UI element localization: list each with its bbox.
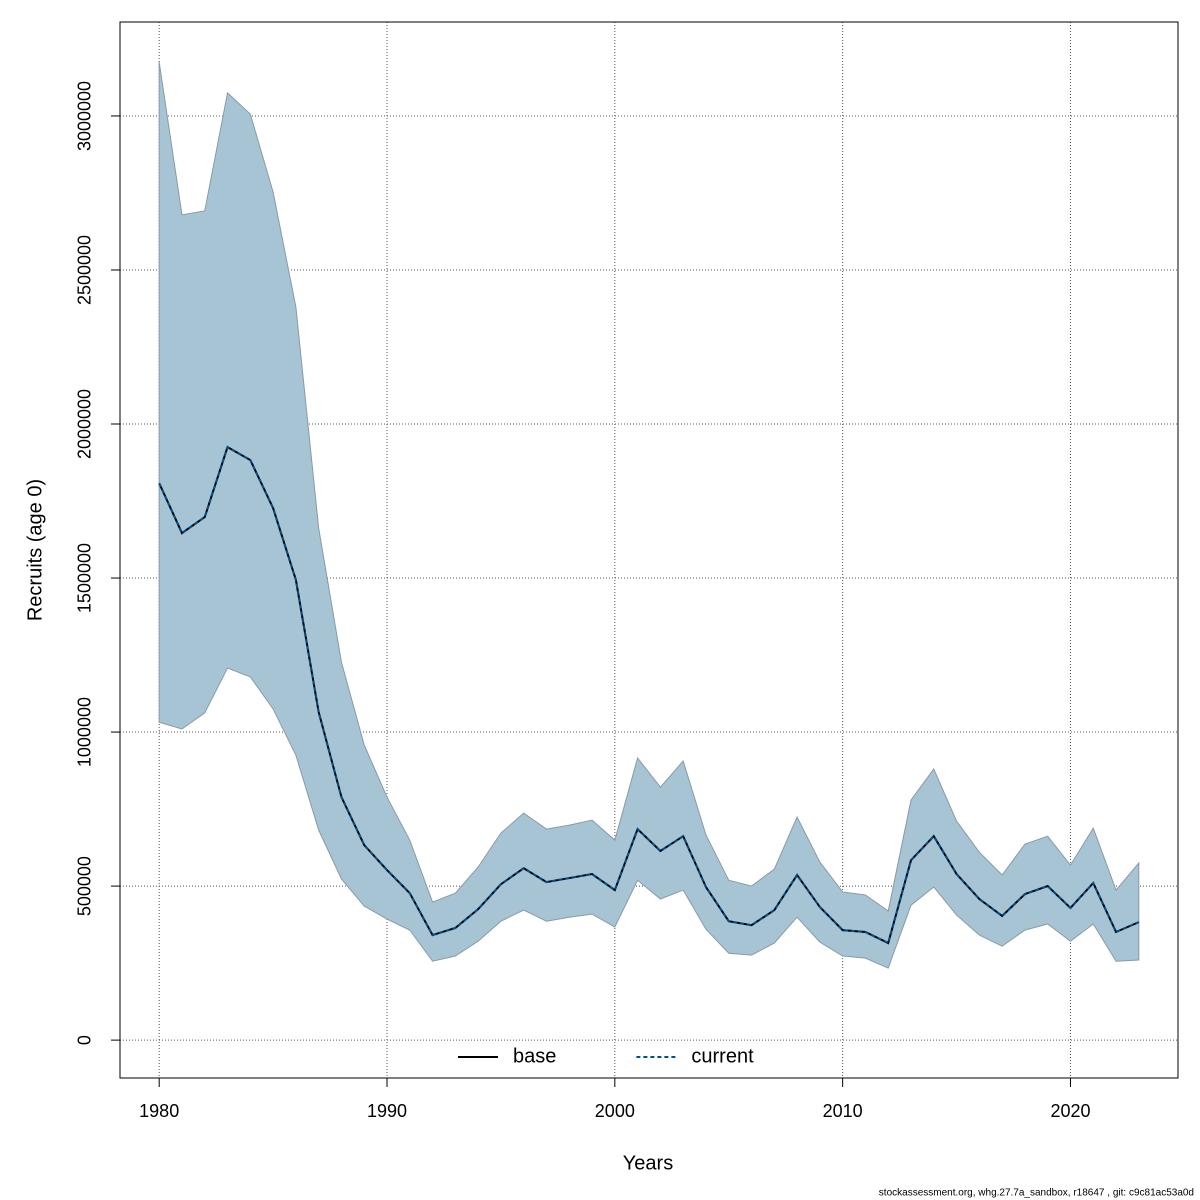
x-axis-label: Years — [623, 1152, 673, 1174]
y-tick-label: 2500000 — [75, 235, 95, 305]
x-tick-label: 2010 — [823, 1101, 863, 1121]
legend-label: base — [513, 1045, 556, 1067]
y-tick-label: 1000000 — [75, 697, 95, 767]
y-tick-label: 1500000 — [75, 543, 95, 613]
plot-frame — [119, 21, 1179, 1079]
series-line — [158, 445, 1140, 945]
footer: stockassessment.org, whg.27.7a_sandbox, … — [879, 1188, 1194, 1199]
y-tick-label: 2000000 — [75, 389, 95, 459]
x-tick-label: 1980 — [139, 1101, 179, 1121]
y-axis-label: Recruits (age 0) — [24, 479, 46, 621]
confidence-band — [158, 61, 1140, 969]
x-tick-label: 2020 — [1050, 1101, 1090, 1121]
y-tick-label: 3000000 — [75, 81, 95, 151]
x-tick-label: 2000 — [595, 1101, 635, 1121]
y-tick-label: 0 — [75, 1035, 95, 1045]
y-tick-label: 500000 — [75, 856, 95, 916]
x-tick-label: 1990 — [367, 1101, 407, 1121]
legend-label: current — [691, 1045, 754, 1067]
